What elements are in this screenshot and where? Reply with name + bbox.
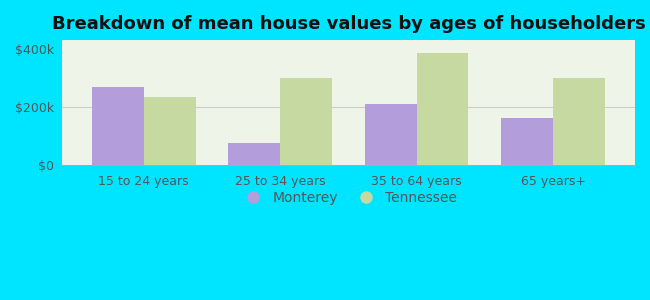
Bar xyxy=(144,97,196,165)
Bar xyxy=(280,78,332,165)
Bar xyxy=(501,118,553,165)
Bar xyxy=(417,53,469,165)
Bar xyxy=(553,78,605,165)
Bar xyxy=(92,87,144,165)
Bar xyxy=(365,104,417,165)
Title: Breakdown of mean house values by ages of householders: Breakdown of mean house values by ages o… xyxy=(51,15,645,33)
Bar xyxy=(228,143,280,165)
Legend: Monterey, Tennessee: Monterey, Tennessee xyxy=(234,185,463,210)
